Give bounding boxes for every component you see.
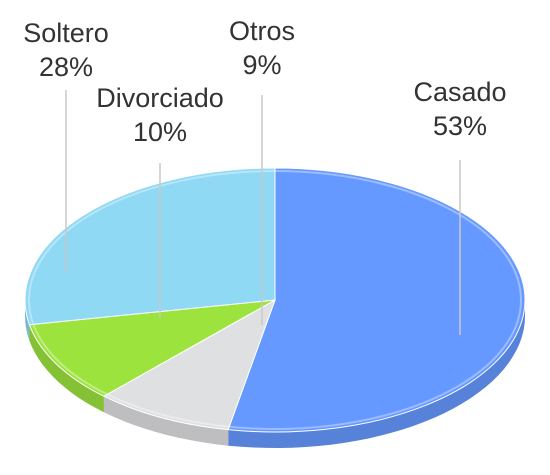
leader-lines bbox=[65, 90, 461, 335]
pie-side-casado bbox=[228, 300, 525, 448]
pie-slice-otros[interactable] bbox=[102, 298, 276, 431]
pie-side-otros bbox=[103, 396, 229, 446]
data-labels: Casado 53% Otros 9% Divorciado 10% Soltero 28% bbox=[23, 16, 506, 147]
pie-rim-highlight bbox=[28, 170, 522, 430]
data-label-name-casado: Casado bbox=[413, 77, 506, 107]
data-label-name-otros: Otros bbox=[229, 16, 295, 46]
pie-side-divorciado bbox=[29, 324, 104, 413]
data-label-name-divorciado: Divorciado bbox=[96, 83, 224, 113]
data-label-value-soltero: 28% bbox=[39, 52, 93, 82]
pie-slice-divorciado[interactable] bbox=[28, 299, 276, 397]
data-label-value-casado: 53% bbox=[433, 111, 487, 141]
pie-slice-casado[interactable] bbox=[227, 167, 526, 433]
pie-slices bbox=[24, 167, 526, 433]
data-label-name-soltero: Soltero bbox=[23, 18, 109, 48]
pie-side-soltero bbox=[25, 300, 30, 341]
pie-slice-soltero[interactable] bbox=[24, 167, 276, 326]
data-label-value-otros: 9% bbox=[242, 50, 281, 80]
data-label-value-divorciado: 10% bbox=[133, 117, 187, 147]
pie-side-walls bbox=[25, 300, 525, 448]
